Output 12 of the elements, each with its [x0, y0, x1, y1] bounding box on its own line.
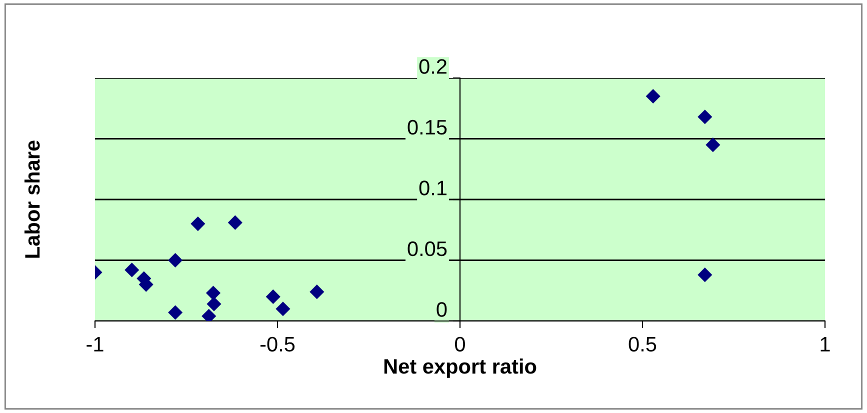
y-tick-label: 0.2 — [419, 59, 446, 74]
x-tick-label: -0.5 — [260, 336, 295, 352]
y-axis-title: Labor share — [24, 140, 40, 258]
y-tick-label: 0 — [436, 302, 447, 317]
x-tick-label: 1 — [820, 337, 830, 352]
x-axis-title: Net export ratio — [384, 358, 536, 378]
x-tick-label: 0 — [455, 336, 465, 352]
y-tick-label: 0.1 — [419, 180, 446, 196]
x-tick-label: 0.5 — [628, 336, 656, 352]
y-tick-label: 0.15 — [408, 120, 447, 135]
y-tick-label: 0.05 — [408, 241, 447, 256]
x-tick-label: -1 — [86, 337, 104, 352]
